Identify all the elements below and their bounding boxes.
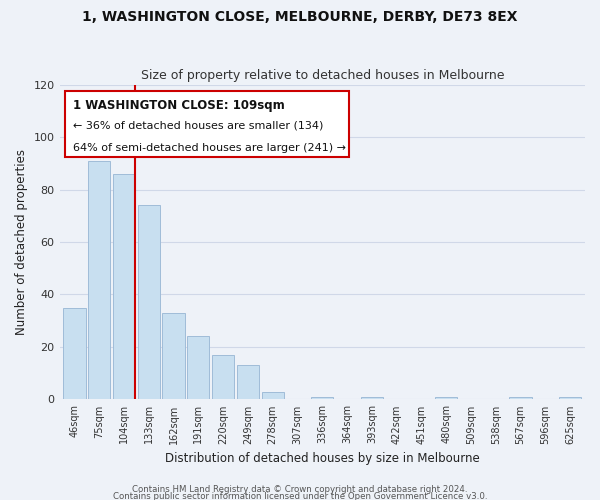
Text: 1 WASHINGTON CLOSE: 109sqm: 1 WASHINGTON CLOSE: 109sqm [73,98,284,112]
Bar [361,397,383,400]
Bar [237,366,259,400]
Text: ← 36% of detached houses are smaller (134): ← 36% of detached houses are smaller (13… [73,121,323,131]
Bar [187,336,209,400]
Bar [137,206,160,400]
Text: 1, WASHINGTON CLOSE, MELBOURNE, DERBY, DE73 8EX: 1, WASHINGTON CLOSE, MELBOURNE, DERBY, D… [82,10,518,24]
Bar [435,397,457,400]
Bar [262,392,284,400]
Text: Contains HM Land Registry data © Crown copyright and database right 2024.: Contains HM Land Registry data © Crown c… [132,486,468,494]
Bar [88,160,110,400]
Bar [509,397,532,400]
Text: Contains public sector information licensed under the Open Government Licence v3: Contains public sector information licen… [113,492,487,500]
Bar [63,308,86,400]
Text: 64% of semi-detached houses are larger (241) →: 64% of semi-detached houses are larger (… [73,143,346,153]
Bar [163,313,185,400]
Bar [311,397,334,400]
X-axis label: Distribution of detached houses by size in Melbourne: Distribution of detached houses by size … [165,452,479,465]
Y-axis label: Number of detached properties: Number of detached properties [15,149,28,335]
FancyBboxPatch shape [65,91,349,157]
Bar [113,174,135,400]
Bar [212,355,234,400]
Title: Size of property relative to detached houses in Melbourne: Size of property relative to detached ho… [140,69,504,82]
Bar [559,397,581,400]
